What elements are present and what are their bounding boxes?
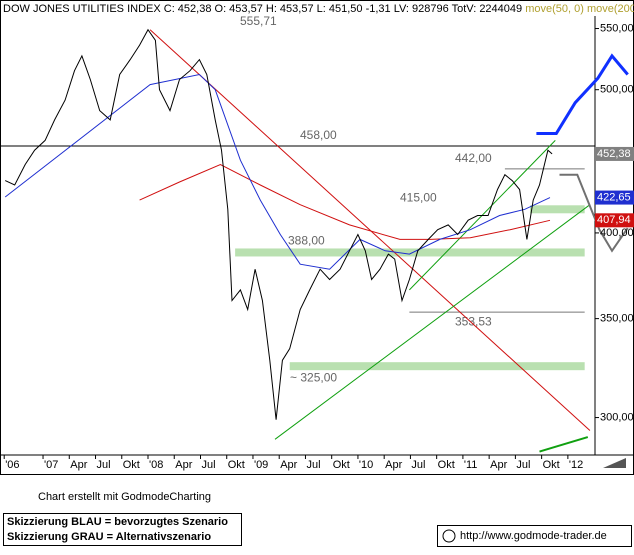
note: Skizzierung BLAU = bevorzugtes Szenario xyxy=(7,516,228,528)
x-tick-label: '08 xyxy=(149,459,163,471)
corner-icon xyxy=(603,458,626,468)
moving-average xyxy=(139,163,551,240)
x-tick-label: Jul xyxy=(306,459,320,471)
header-bg xyxy=(1,1,633,16)
level-label: 555,71 xyxy=(240,14,277,28)
x-tick-label: '11 xyxy=(464,459,478,471)
x-tick-label: Okt xyxy=(333,459,350,471)
x-tick-label: '07 xyxy=(44,459,58,471)
level-label: 415,00 xyxy=(400,190,437,204)
x-tick-label: Apr xyxy=(280,459,297,471)
level-label: 442,00 xyxy=(455,151,492,165)
price-line xyxy=(4,28,553,420)
url-box xyxy=(437,525,632,547)
x-tick-label: '10 xyxy=(359,459,373,471)
x-tick-label: Jul xyxy=(201,459,215,471)
overlay-line xyxy=(274,204,591,440)
last-value-box xyxy=(595,146,634,161)
moving-average xyxy=(4,73,551,270)
x-tick-label: Okt xyxy=(228,459,245,471)
last-value-label: 452,38 xyxy=(597,148,631,160)
chart-frame xyxy=(0,0,634,475)
subtitle: C: 452,38 O: 453,57 H: 453,57 L: 451,50 … xyxy=(164,3,522,15)
last-value-box xyxy=(595,190,634,205)
last-value-label: 407,94 xyxy=(597,214,631,226)
level-label: ~ 325,00 xyxy=(290,370,337,384)
notes-box xyxy=(3,513,242,546)
last-value-box xyxy=(595,213,634,228)
note: Skizzierung GRAU = Alternativszenario xyxy=(7,531,211,543)
last-value-label: 422,65 xyxy=(597,191,631,203)
x-tick-label: Jul xyxy=(516,459,530,471)
y-tick-label: 500,00 xyxy=(600,84,634,96)
title: DOW JONES UTILITIES INDEX xyxy=(3,3,161,15)
plot: 555,71 458,00 442,00 415,00 388,00 353,53 ~ 32… xyxy=(0,14,629,453)
x-tick-label: Jul xyxy=(411,459,425,471)
y-tick-label: 300,00 xyxy=(600,411,634,423)
x-tick-label: '06 xyxy=(5,459,19,471)
x-tick-label: Apr xyxy=(490,459,507,471)
x-tick-label: Apr xyxy=(175,459,192,471)
level-label: 458,00 xyxy=(300,128,337,142)
level-label: 388,00 xyxy=(288,234,325,248)
url[interactable]: http://www.godmode-trader.de xyxy=(460,530,607,542)
x-tick-label: Apr xyxy=(385,459,402,471)
level-band xyxy=(530,205,585,214)
x-tick-label: Okt xyxy=(543,459,560,471)
x-tick-label: Okt xyxy=(438,459,455,471)
x-tick-label: '09 xyxy=(254,459,268,471)
overlay-line xyxy=(559,173,629,253)
overlay-line xyxy=(536,53,629,135)
x-tick-label: Okt xyxy=(123,459,140,471)
level-band xyxy=(289,362,585,371)
y-tick-label: 550,00 xyxy=(600,22,634,34)
url-icon xyxy=(442,529,456,543)
legend-entry: move(200, 0) xyxy=(587,3,634,15)
credit: Chart erstellt mit GodmodeCharting xyxy=(38,491,211,503)
legend-entry: move(50, 0) xyxy=(525,3,584,15)
x-tick-label: Jul xyxy=(97,459,111,471)
header: DOW JONES UTILITIES INDEX C: 452,38 O: 4… xyxy=(3,3,634,15)
y-tick-label: 400,00 xyxy=(600,227,634,239)
level-label: 353,53 xyxy=(455,314,492,328)
x-tick-label: '12 xyxy=(569,459,583,471)
overlay-line xyxy=(539,436,589,453)
x-tick-label: Apr xyxy=(70,459,87,471)
level-band xyxy=(235,248,585,257)
y-tick-label: 350,00 xyxy=(600,313,634,325)
overlay-line xyxy=(149,29,591,431)
